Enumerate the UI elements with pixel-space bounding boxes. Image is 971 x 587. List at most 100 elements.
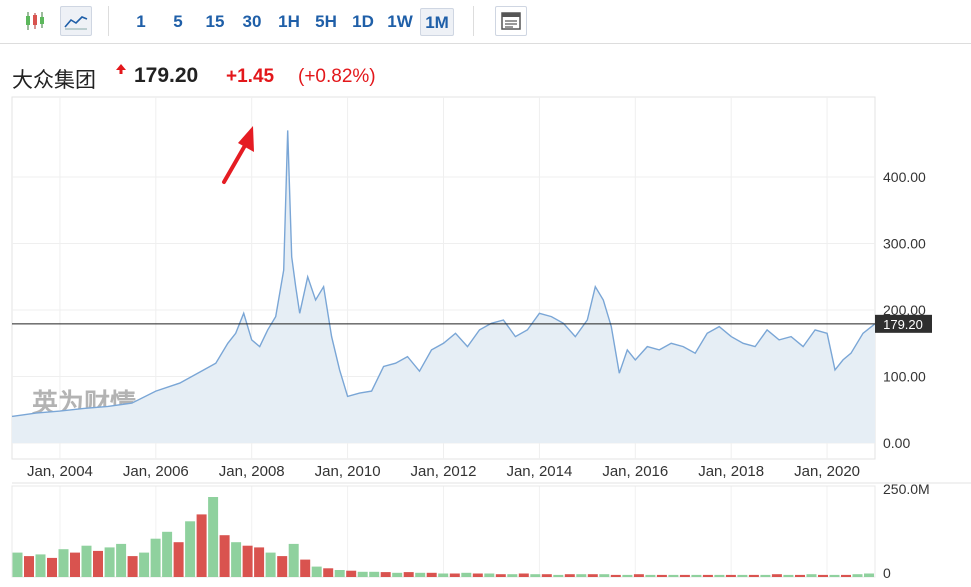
volume-bar: [93, 550, 103, 577]
volume-bar: [714, 574, 725, 577]
x-tick-label: Jan, 2016: [602, 463, 668, 480]
period-1d[interactable]: 1D: [352, 12, 374, 31]
y-tick-label: 200.00: [883, 302, 926, 318]
period-1w[interactable]: 1W: [387, 12, 413, 31]
layout-icon[interactable]: [495, 6, 527, 36]
volume-bar: [334, 570, 345, 577]
y-tick-label: 0.00: [883, 435, 910, 451]
x-tick-label: Jan, 2020: [794, 463, 860, 480]
price-line: [11, 130, 876, 418]
price-change-percent: (+0.82%): [298, 66, 376, 87]
volume-bar: [622, 574, 633, 577]
volume-bar: [415, 572, 426, 577]
volume-bar: [852, 574, 863, 577]
volume-bar: [530, 574, 541, 577]
period-1m[interactable]: 1M: [420, 8, 454, 36]
volume-bar: [185, 521, 196, 577]
volume-bar: [58, 549, 69, 577]
volume-bar: [760, 574, 771, 577]
candlestick-icon[interactable]: [20, 6, 50, 36]
horizontal-gridlines: [12, 176, 875, 444]
period-5h[interactable]: 5H: [315, 12, 337, 31]
volume-bar: [277, 556, 288, 577]
volume-bar: [357, 571, 368, 577]
volume-bar: [818, 574, 828, 577]
x-tick-label: Jan, 2012: [411, 463, 477, 480]
volume-bar: [219, 535, 230, 577]
period-1h[interactable]: 1H: [278, 12, 300, 31]
period-15[interactable]: 15: [205, 12, 225, 31]
x-tick-label: Jan, 2004: [27, 463, 93, 480]
volume-bar: [403, 572, 414, 577]
volume-bar: [541, 574, 552, 577]
volume-bar: [841, 574, 851, 577]
volume-bar: [346, 570, 357, 577]
volume-bar: [484, 573, 495, 577]
volume-bar: [300, 559, 311, 577]
volume-bar: [369, 571, 380, 577]
x-tick-label: Jan, 2014: [506, 463, 572, 480]
period-5[interactable]: 5: [173, 12, 183, 31]
volume-bar: [587, 574, 598, 577]
volume-bar: [495, 574, 506, 577]
y-tick-label: 300.00: [883, 236, 926, 252]
volume-bar: [507, 574, 518, 577]
x-tick-label: Jan, 2008: [219, 463, 285, 480]
volume-bar: [24, 556, 34, 577]
volume-bar: [691, 574, 702, 577]
volume-bar: [576, 574, 587, 577]
x-axis-labels: Jan, 2004 Jan, 2006 Jan, 2008 Jan, 2010 Jan,…: [27, 463, 860, 480]
volume-bar: [231, 542, 242, 577]
period-1[interactable]: 1: [136, 12, 146, 31]
volume-bar: [806, 574, 817, 577]
volume-bar: [795, 574, 805, 577]
volume-bar: [449, 573, 460, 577]
volume-bar: [208, 497, 219, 577]
investing-watermark: 英为财情 Investing.com: [32, 388, 136, 436]
volume-bar: [254, 547, 265, 577]
volume-bar: [438, 573, 449, 577]
volume-bar: [311, 566, 322, 577]
y-tick-label: 400.00: [883, 169, 926, 185]
volume-bar: [392, 572, 403, 577]
volume-bar: [771, 574, 782, 577]
volume-bar: [553, 574, 564, 577]
volume-bar: [679, 574, 690, 577]
volume-bar: [265, 552, 276, 577]
volume-bar: [472, 573, 483, 577]
volume-plot-frame: [11, 485, 876, 578]
toolbar-divider: [473, 6, 474, 36]
volume-bar: [116, 543, 127, 577]
price-area: [12, 130, 875, 443]
volume-bar: [829, 574, 840, 577]
volume-bar: [323, 568, 334, 577]
volume-bar: [162, 531, 173, 577]
volume-min-label: 0: [883, 565, 891, 581]
x-tick-label: Jan, 2010: [315, 463, 381, 480]
volume-bar: [564, 574, 575, 577]
period-30[interactable]: 30: [242, 12, 262, 31]
volume-bar: [461, 572, 472, 577]
volume-bar: [288, 543, 299, 577]
last-price-marker: 179.20: [875, 314, 932, 333]
volume-bar: [150, 538, 161, 577]
stock-name: 大众集团: [12, 69, 96, 92]
y-axis-labels: 0.00 100.00 200.00 300.00 400.00: [883, 169, 926, 451]
volume-bar: [599, 574, 610, 577]
volume-bar: [864, 573, 874, 577]
line-chart-icon[interactable]: [60, 6, 92, 36]
volume-bar: [47, 557, 57, 577]
volume-bar: [645, 574, 656, 577]
vertical-gridlines: [59, 97, 828, 577]
volume-bar: [656, 574, 667, 577]
volume-bar: [139, 552, 150, 577]
volume-bar: [783, 574, 794, 577]
volume-bar: [668, 574, 679, 577]
volume-bar: [380, 572, 391, 577]
volume-bar: [610, 574, 621, 577]
volume-bar: [518, 573, 529, 577]
volume-bar: [127, 556, 138, 577]
volume-bar: [104, 547, 115, 577]
volume-max-label: 250.0M: [883, 481, 930, 497]
